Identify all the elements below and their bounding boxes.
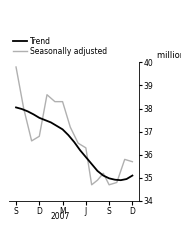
Text: 2007: 2007	[51, 212, 70, 221]
Y-axis label: million L: million L	[157, 51, 181, 60]
Legend: Trend, Seasonally adjusted: Trend, Seasonally adjusted	[13, 37, 107, 56]
